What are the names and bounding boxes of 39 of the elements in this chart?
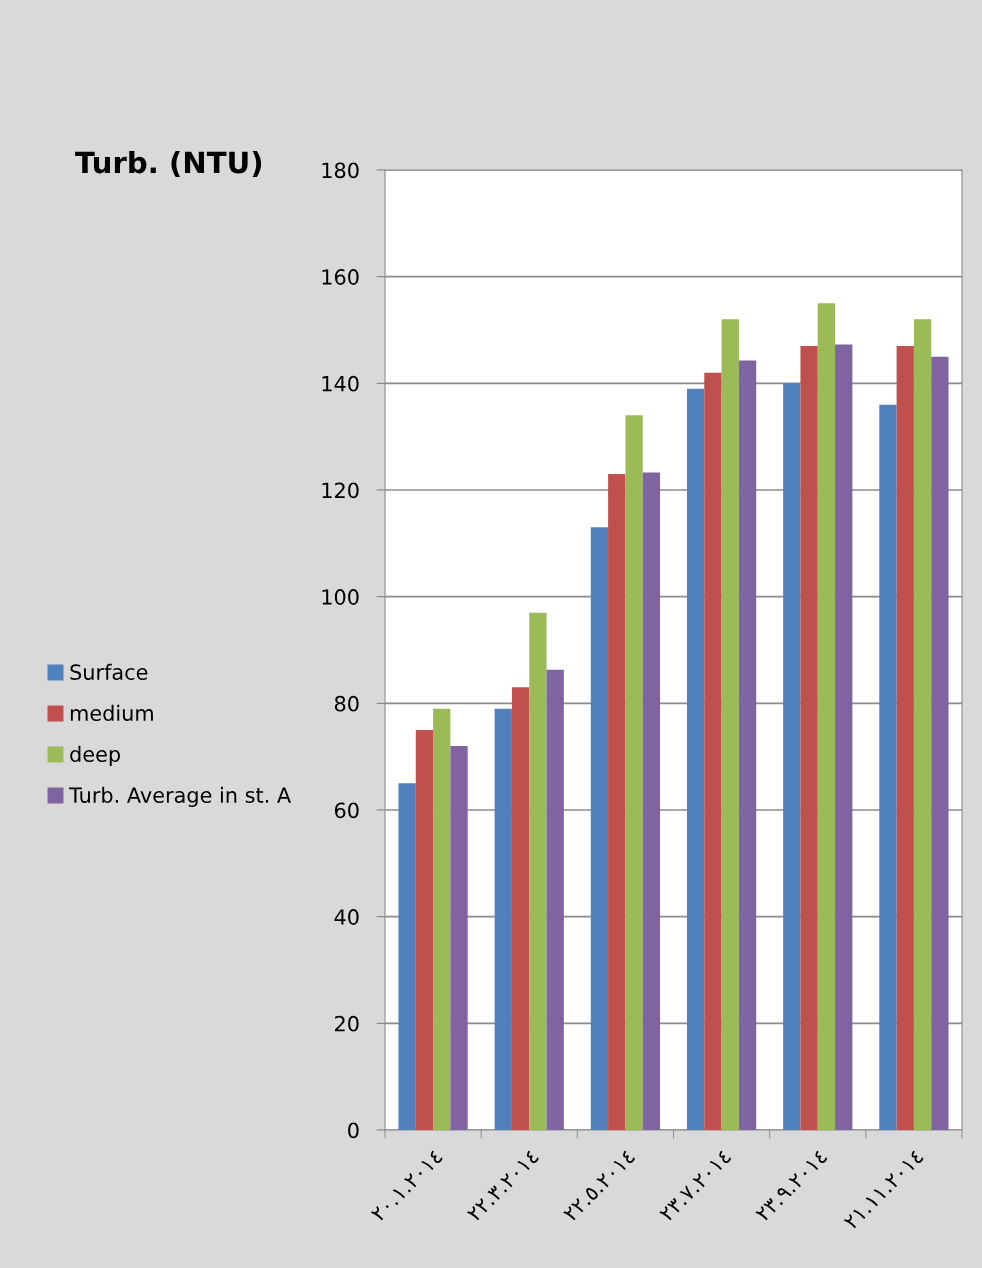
bar	[590, 527, 609, 1130]
bar	[817, 303, 836, 1130]
chart-title: Turb. (NTU)	[75, 150, 262, 177]
bar	[398, 783, 416, 1130]
bar	[704, 372, 722, 1130]
bar	[642, 472, 661, 1130]
y-tick-label: 40	[334, 909, 359, 925]
bar	[931, 356, 949, 1130]
y-tick-label: 0	[348, 1122, 359, 1139]
bar	[686, 388, 705, 1130]
y-tick-label: 80	[334, 695, 359, 712]
bar	[879, 404, 897, 1130]
y-tick-label: 160	[322, 269, 359, 285]
bar	[625, 415, 643, 1130]
legend-label: deep	[70, 745, 120, 767]
y-tick-label: 180	[322, 162, 359, 179]
bar	[494, 708, 512, 1130]
legend-label: medium	[70, 704, 153, 721]
y-tick-label: 20	[335, 1015, 359, 1032]
bar	[835, 344, 853, 1130]
y-tick-label: 100	[322, 589, 359, 605]
bar	[896, 346, 914, 1130]
legend-label: Turb. Average in st. A	[68, 786, 291, 808]
legend-label: Surface	[70, 663, 148, 680]
bar	[415, 730, 434, 1130]
bar	[738, 360, 757, 1130]
bar	[913, 319, 932, 1130]
bar	[450, 746, 468, 1130]
bar	[433, 708, 451, 1130]
y-tick-label: 60	[334, 802, 359, 819]
bar	[529, 612, 547, 1130]
bar	[511, 687, 530, 1130]
bar	[608, 474, 626, 1130]
bar	[783, 383, 801, 1130]
y-tick-label: 140	[322, 375, 359, 392]
y-tick-label: 120	[322, 482, 359, 499]
bar	[800, 346, 818, 1130]
bar	[721, 319, 739, 1130]
bar	[546, 669, 564, 1130]
